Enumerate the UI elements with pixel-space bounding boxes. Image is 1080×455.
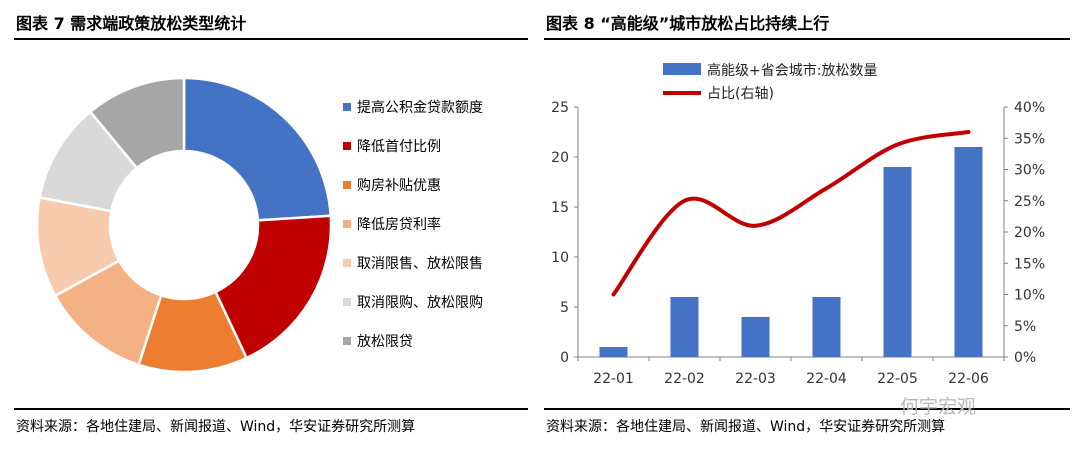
right-figure-title: 图表 8 “高能级”城市放松占比持续上行 <box>546 14 830 33</box>
x-tick-label: 22-04 <box>806 371 847 387</box>
bar <box>883 167 912 357</box>
bar <box>670 297 699 357</box>
right-y-tick-label: 10% <box>1014 288 1045 304</box>
donut-legend-label: 取消限购、放松限购 <box>357 295 483 311</box>
right-y-tick-label: 35% <box>1014 131 1045 147</box>
right-source-note: 资料来源：各地住建局、新闻报道、Wind，华安证券研究所测算 <box>546 419 946 435</box>
left-source-note: 资料来源：各地住建局、新闻报道、Wind，华安证券研究所测算 <box>16 419 416 435</box>
donut-legend-label: 取消限售、放松限售 <box>357 256 483 272</box>
x-tick-label: 22-05 <box>877 371 918 387</box>
right-y-tick-label: 0% <box>1014 350 1036 366</box>
legend-swatch <box>343 103 351 111</box>
left-y-tick-label: 5 <box>560 300 569 316</box>
donut-chart <box>35 76 333 374</box>
right-y-tick-label: 25% <box>1014 194 1045 210</box>
left-figure-title: 图表 7 需求端政策放松类型统计 <box>16 14 247 33</box>
combo-chart: 0 5 10 15 20 25 0% 5% 10% 15% 20% 25% 30% 35% 40% 22-01… <box>551 62 1045 387</box>
right-y-tick-label: 20% <box>1014 225 1045 241</box>
ratio-line <box>611 130 971 297</box>
donut-legend-item: 取消限购、放松限购 <box>343 292 483 312</box>
left-figure-panel: 图表 7 需求端政策放松类型统计 提高公积金贷款额度 降低首付比例 购房补贴优惠 降低… <box>14 14 528 435</box>
donut-legend-item: 取消限售、放松限售 <box>343 253 483 273</box>
legend-line-label: 占比(右轴) <box>707 86 774 102</box>
donut-legend-label: 提高公积金贷款额度 <box>357 100 483 116</box>
legend-swatch <box>343 181 351 189</box>
right-title-rule <box>544 38 1070 40</box>
donut-slice <box>88 76 186 170</box>
x-tick-label: 22-02 <box>664 371 705 387</box>
bar <box>812 297 841 357</box>
donut-legend-item: 放松限贷 <box>343 331 413 351</box>
bar <box>954 147 983 357</box>
legend-bar-label: 高能级+省会城市:放松数量 <box>707 62 877 79</box>
watermark-text: 何宇宏观 <box>900 396 977 418</box>
donut-legend-label: 降低首付比例 <box>357 139 441 155</box>
bar <box>741 317 770 357</box>
donut-legend-item: 购房补贴优惠 <box>343 175 441 195</box>
right-y-tick-label: 40% <box>1014 100 1045 116</box>
legend-swatch <box>343 298 351 306</box>
x-tick-label: 22-06 <box>948 371 989 387</box>
donut-legend-item: 提高公积金贷款额度 <box>343 97 483 117</box>
legend-swatch <box>343 259 351 267</box>
left-y-tick-label: 25 <box>551 100 569 116</box>
right-source-rule <box>544 408 1070 410</box>
x-tick-label: 22-01 <box>593 371 634 387</box>
right-figure-panel: 图表 8 “高能级”城市放松占比持续上行 0 5 10 15 20 25 0% 5% 10% 15… <box>540 0 1080 455</box>
donut-legend-item: 降低首付比例 <box>343 136 441 156</box>
legend-swatch <box>343 220 351 228</box>
legend-swatch <box>343 337 351 345</box>
legend-bar-swatch <box>663 63 701 75</box>
left-y-tick-label: 20 <box>551 150 569 166</box>
donut-legend-label: 购房补贴优惠 <box>357 178 441 194</box>
donut-slice <box>182 76 333 222</box>
left-y-tick-label: 0 <box>560 350 569 366</box>
left-y-tick-label: 10 <box>551 250 569 266</box>
left-title-rule <box>14 38 528 40</box>
right-y-tick-label: 5% <box>1014 319 1036 335</box>
donut-legend-label: 放松限贷 <box>357 334 413 350</box>
donut-slice <box>213 214 333 360</box>
donut-legend-label: 降低房贷利率 <box>357 217 441 233</box>
left-y-tick-label: 15 <box>551 200 569 216</box>
x-tick-label: 22-03 <box>735 371 776 387</box>
left-source-rule <box>14 408 528 410</box>
donut-legend-item: 降低房贷利率 <box>343 214 441 234</box>
right-y-tick-label: 15% <box>1014 256 1045 272</box>
right-y-tick-label: 30% <box>1014 163 1045 179</box>
legend-swatch <box>343 142 351 150</box>
bar <box>599 347 628 357</box>
